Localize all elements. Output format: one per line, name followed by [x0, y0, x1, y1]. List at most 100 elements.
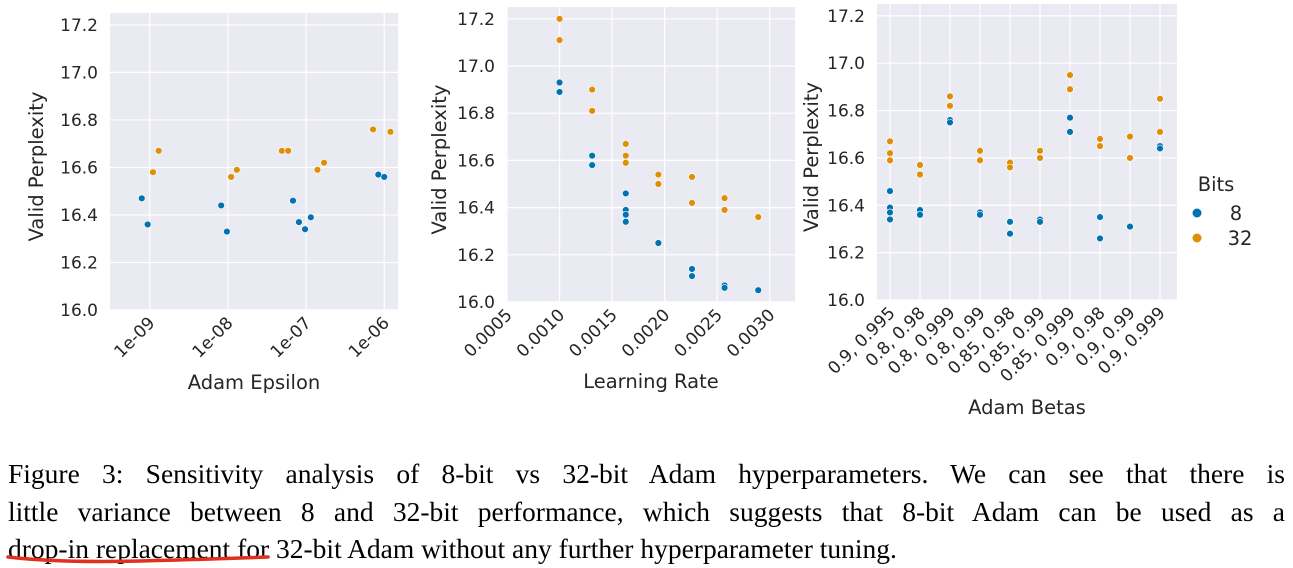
data-point-8bit — [1006, 229, 1014, 238]
data-point-32bit — [654, 170, 663, 179]
plot-area — [877, 4, 1177, 300]
y-tick-label: 16.6 — [457, 151, 495, 171]
x-tick-label: 1e-08 — [189, 313, 238, 362]
data-point-32bit — [555, 36, 564, 44]
x-tick-label: 0.0030 — [723, 305, 779, 361]
data-point-8bit — [1126, 222, 1134, 231]
data-point-8bit — [380, 173, 388, 181]
figure-caption: Figure 3: Sensitivity analysis of 8-bit … — [8, 455, 1285, 568]
data-point-8bit — [622, 210, 630, 219]
data-point-8bit — [688, 265, 696, 273]
legend-label-8: 8 — [1230, 202, 1242, 225]
legend: Bits 8 32 — [1192, 173, 1253, 250]
data-point-8bit — [1036, 218, 1044, 226]
y-tick-label: 16.4 — [457, 199, 495, 219]
x-tick-label: 0.0025 — [671, 305, 727, 361]
data-point-32bit — [1066, 71, 1074, 79]
data-point-8bit — [886, 215, 894, 224]
y-tick-label: 16.6 — [827, 149, 865, 169]
data-point-8bit — [1066, 128, 1074, 136]
y-tick-label: 16.4 — [827, 196, 865, 216]
data-point-32bit — [886, 137, 894, 146]
legend-title: Bits — [1198, 173, 1235, 196]
data-point-32bit — [313, 166, 322, 174]
y-tick-label: 16.8 — [827, 102, 865, 122]
data-point-32bit — [622, 159, 630, 167]
data-point-32bit — [916, 170, 924, 179]
data-point-8bit — [720, 284, 729, 292]
x-axis-label: Adam Epsilon — [188, 371, 321, 394]
caption-line-2: little variance between 8 and 32-bit per… — [8, 495, 1285, 527]
y-tick-label: 16.0 — [827, 291, 865, 311]
x-tick-label: 1e-06 — [345, 313, 394, 362]
data-point-8bit — [138, 194, 146, 203]
data-point-32bit — [976, 147, 984, 155]
y-axis-label: Valid Perplexity — [428, 85, 451, 235]
data-point-32bit — [976, 156, 984, 164]
chart-panel-1: 16.0 16.2 16.4 16.6 16.8 17.0 17.2 1e-09 1e-08 1e… — [25, 13, 398, 394]
caption-line-3: drop-in replacement for 32-bit Adam with… — [8, 530, 1285, 568]
data-point-32bit — [386, 128, 395, 136]
figure-charts: 16.0 16.2 16.4 16.6 16.8 17.0 17.2 1e-09 1e-08 1e… — [25, 4, 1253, 419]
data-point-32bit — [369, 125, 377, 134]
data-point-32bit — [1096, 135, 1104, 143]
data-point-32bit — [149, 168, 157, 176]
data-point-32bit — [754, 213, 762, 221]
data-point-32bit — [1006, 163, 1014, 172]
y-tick-label: 16.8 — [60, 111, 98, 131]
x-axis-label: Adam Betas — [968, 396, 1086, 419]
y-tick-label: 16.0 — [457, 293, 495, 313]
data-point-32bit — [886, 149, 894, 157]
data-point-32bit — [622, 140, 630, 148]
data-point-8bit — [946, 118, 954, 127]
y-tick-label: 17.2 — [457, 10, 495, 30]
data-point-8bit — [622, 189, 630, 198]
x-axis-label: Learning Rate — [583, 370, 719, 393]
data-point-8bit — [143, 220, 152, 229]
data-point-32bit — [654, 180, 663, 188]
data-point-8bit — [1066, 113, 1074, 122]
data-point-32bit — [720, 206, 729, 214]
data-point-32bit — [1156, 95, 1164, 103]
y-tick-label: 17.0 — [457, 57, 495, 77]
x-tick-label: 0.0005 — [460, 305, 516, 361]
data-point-8bit — [555, 78, 564, 87]
data-point-32bit — [946, 92, 954, 101]
data-point-32bit — [946, 102, 954, 110]
legend-marker-8 — [1192, 208, 1202, 218]
data-point-8bit — [1096, 234, 1104, 243]
caption-highlighted-phrase: drop-in replacement — [8, 533, 231, 564]
caption-line-3-rest: for 32-bit Adam without any further hype… — [230, 533, 897, 564]
data-point-32bit — [720, 194, 729, 202]
data-point-8bit — [654, 239, 663, 247]
y-tick-label: 17.2 — [60, 16, 98, 36]
data-point-32bit — [320, 158, 328, 167]
data-point-32bit — [154, 147, 163, 155]
data-point-32bit — [886, 156, 894, 164]
data-point-32bit — [1126, 132, 1134, 141]
data-point-32bit — [1066, 85, 1074, 93]
data-point-8bit — [1006, 218, 1014, 226]
data-point-8bit — [223, 227, 231, 236]
legend-label-32: 32 — [1228, 227, 1253, 250]
y-tick-label: 16.2 — [60, 253, 98, 273]
data-point-32bit — [688, 173, 696, 181]
data-point-8bit — [916, 211, 924, 219]
data-point-32bit — [588, 107, 596, 115]
chart-panel-3: 16.016.216.416.616.817.017.20.9, 0.9950.… — [800, 4, 1177, 419]
data-point-8bit — [1096, 213, 1104, 221]
data-point-8bit — [301, 225, 309, 233]
data-point-8bit — [688, 272, 696, 280]
data-point-32bit — [1126, 154, 1134, 162]
x-tick-label: 0.0020 — [618, 305, 674, 361]
data-point-32bit — [278, 147, 286, 155]
y-tick-label: 16.2 — [827, 244, 865, 264]
y-tick-label: 17.0 — [60, 63, 98, 83]
data-point-32bit — [622, 151, 630, 160]
data-point-32bit — [916, 161, 924, 169]
y-axis-label: Valid Perplexity — [25, 92, 48, 242]
data-point-32bit — [1036, 154, 1044, 162]
y-tick-label: 16.0 — [60, 301, 98, 321]
data-point-8bit — [555, 88, 564, 96]
plot-area — [110, 13, 398, 310]
